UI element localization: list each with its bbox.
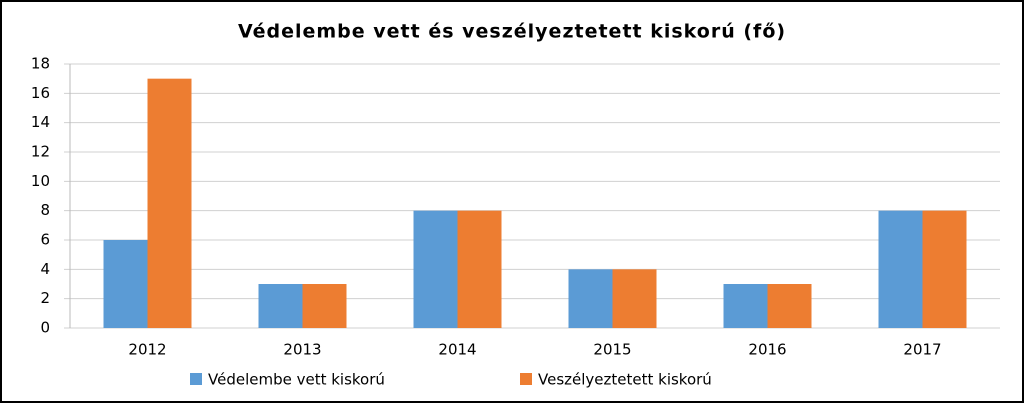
x-tick-label: 2017 xyxy=(903,341,941,359)
y-tick-label: 16 xyxy=(31,84,50,102)
x-tick-label: 2013 xyxy=(283,341,321,359)
legend-label: Veszélyeztetett kiskorú xyxy=(538,371,712,389)
bar xyxy=(767,284,812,328)
y-tick-label: 6 xyxy=(40,231,50,249)
bar xyxy=(922,210,967,328)
bar xyxy=(258,284,303,328)
bar xyxy=(302,284,347,328)
bar xyxy=(878,210,923,328)
x-tick-label: 2014 xyxy=(438,341,476,359)
y-tick-label: 0 xyxy=(40,319,50,337)
x-tick-label: 2015 xyxy=(593,341,631,359)
y-tick-label: 14 xyxy=(31,113,50,131)
bar xyxy=(457,210,502,328)
bar xyxy=(147,78,192,329)
bar xyxy=(568,269,613,328)
legend-label: Védelembe vett kiskorú xyxy=(208,371,385,389)
x-tick-label: 2012 xyxy=(128,341,166,359)
y-tick-label: 4 xyxy=(40,260,50,278)
chart-title: Védelembe vett és veszélyeztetett kiskor… xyxy=(238,21,786,43)
bar xyxy=(723,284,768,328)
legend-swatch xyxy=(520,373,532,385)
y-tick-label: 10 xyxy=(31,172,50,190)
bar xyxy=(413,210,458,328)
y-tick-label: 18 xyxy=(31,55,50,73)
bar xyxy=(103,240,148,328)
bar xyxy=(612,269,657,328)
y-tick-label: 12 xyxy=(31,143,50,161)
legend-swatch xyxy=(190,373,202,385)
y-tick-label: 8 xyxy=(40,201,50,219)
y-tick-label: 2 xyxy=(40,289,50,307)
x-tick-label: 2016 xyxy=(748,341,786,359)
